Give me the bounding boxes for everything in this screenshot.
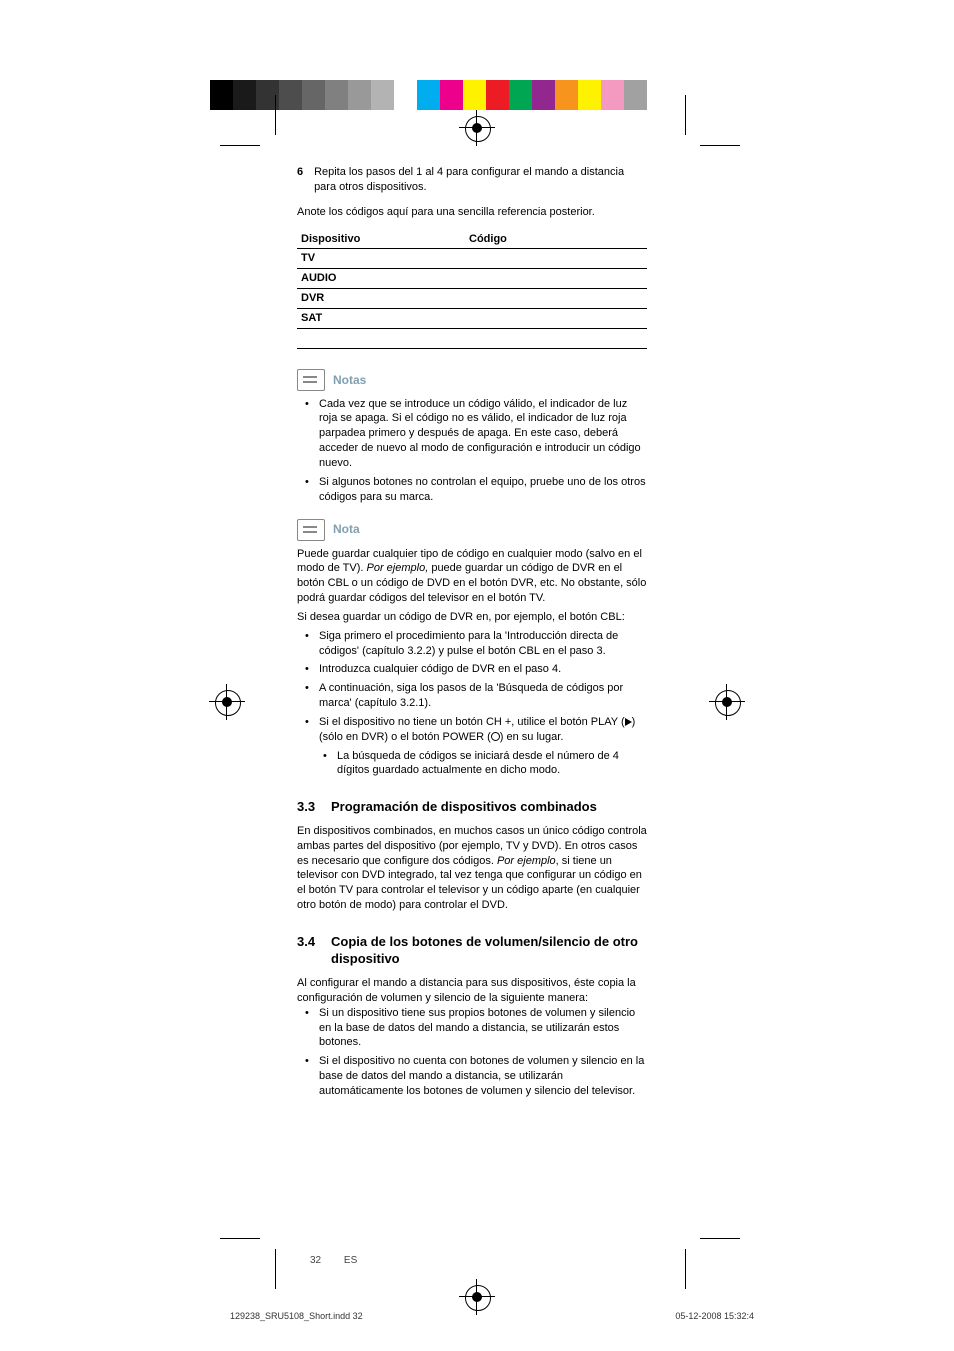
list-item: Si algunos botones no controlan el equip…	[297, 475, 647, 505]
notas-title: Notas	[333, 372, 366, 388]
registration-mark-icon	[465, 1285, 489, 1309]
crop-mark-icon	[275, 95, 276, 135]
table-row: SAT	[297, 308, 465, 328]
print-footer-left: 129238_SRU5108_Short.indd 32	[230, 1311, 363, 1321]
power-icon	[491, 732, 500, 741]
print-footer-right: 05-12-2008 15:32:4	[675, 1311, 754, 1321]
note-icon	[297, 519, 325, 541]
print-color-bar	[210, 80, 670, 110]
section-3-3-body: En dispositivos combinados, en muchos ca…	[297, 824, 647, 913]
step-text: Repita los pasos del 1 al 4 para configu…	[314, 165, 644, 195]
registration-mark-icon	[215, 690, 239, 714]
table-header-code: Código	[465, 230, 647, 249]
registration-mark-icon	[465, 116, 489, 140]
list-item: A continuación, siga los pasos de la 'Bú…	[297, 681, 647, 711]
crop-mark-icon	[275, 1249, 276, 1289]
table-row: TV	[297, 249, 465, 269]
step-6: 6 Repita los pasos del 1 al 4 para confi…	[297, 165, 647, 195]
crop-mark-icon	[220, 1238, 260, 1239]
note-icon	[297, 369, 325, 391]
crop-mark-icon	[220, 145, 260, 146]
play-icon	[625, 718, 632, 726]
table-row: DVR	[297, 289, 465, 309]
list-item: Siga primero el procedimiento para la 'I…	[297, 629, 647, 659]
table-header-device: Dispositivo	[297, 230, 465, 249]
nota-title: Nota	[333, 521, 360, 537]
page-number: 32	[310, 1255, 321, 1266]
codes-table: Dispositivo Código TV AUDIO DVR SAT	[297, 230, 647, 349]
registration-mark-icon	[715, 690, 739, 714]
nota-box: Nota Puede guardar cualquier tipo de cód…	[297, 519, 647, 779]
table-row: AUDIO	[297, 269, 465, 289]
nota-paragraph: Si desea guardar un código de DVR en, po…	[297, 610, 647, 625]
table-row	[297, 328, 465, 348]
notas-box: Notas Cada vez que se introduce un códig…	[297, 369, 647, 505]
crop-mark-icon	[700, 145, 740, 146]
crop-mark-icon	[685, 95, 686, 135]
list-item: La búsqueda de códigos se iniciará desde…	[297, 749, 647, 779]
section-3-4-title: 3.4 Copia de los botones de volumen/sile…	[297, 933, 647, 968]
intro-text: Anote los códigos aquí para una sencilla…	[297, 205, 647, 220]
crop-mark-icon	[685, 1249, 686, 1289]
nota-paragraph: Puede guardar cualquier tipo de código e…	[297, 547, 647, 606]
list-item: Introduzca cualquier código de DVR en el…	[297, 662, 647, 677]
list-item: Si un dispositivo tiene sus propios boto…	[297, 1006, 647, 1051]
page-lang: ES	[344, 1255, 357, 1266]
page-content: 6 Repita los pasos del 1 al 4 para confi…	[297, 165, 647, 1107]
list-item: Si el dispositivo no cuenta con botones …	[297, 1054, 647, 1099]
crop-mark-icon	[700, 1238, 740, 1239]
step-number: 6	[297, 165, 311, 180]
page-footer: 32 ES	[310, 1255, 357, 1266]
section-3-3-title: 3.3 Programación de dispositivos combina…	[297, 798, 647, 816]
list-item: Cada vez que se introduce un código váli…	[297, 397, 647, 471]
section-3-4-body: Al configurar el mando a distancia para …	[297, 976, 647, 1099]
list-item: Si el dispositivo no tiene un botón CH +…	[297, 715, 647, 745]
